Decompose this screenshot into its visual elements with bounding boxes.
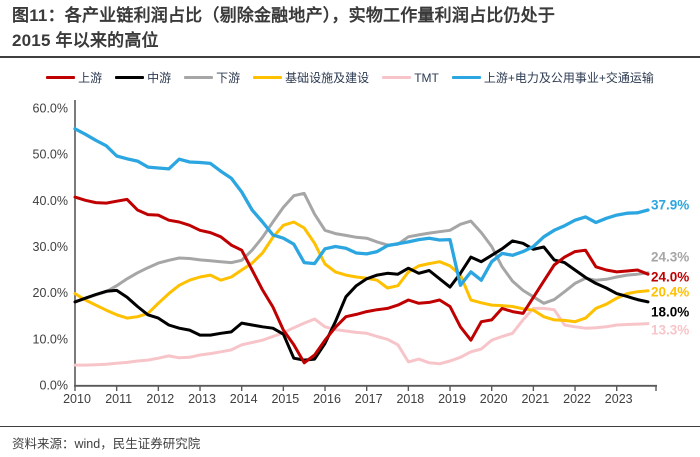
x-tick-label: 2022 xyxy=(563,392,591,406)
legend-label: 下游 xyxy=(216,71,241,85)
chart-title: 图11：各产业链利润占比（剔除金融地产），实物工作量利润占比仍处于 2015 年… xyxy=(12,3,692,53)
y-tick-label: 40.0% xyxy=(33,194,68,208)
y-tick-label: 60.0% xyxy=(33,101,68,115)
chart-legend: 上游 中游 下游 基础设施及建设 TMT 上游+电力及公用事业+交通运输 xyxy=(0,69,700,86)
legend-swatch-icon xyxy=(46,75,76,80)
legend-swatch-icon xyxy=(115,75,145,80)
y-tick-label: 50.0% xyxy=(33,148,68,162)
legend-item-2: 下游 xyxy=(184,69,240,86)
series-line-0 xyxy=(73,195,650,365)
x-tick-label: 2021 xyxy=(521,392,549,406)
x-tick-label: 2016 xyxy=(313,392,341,406)
y-tick-label: 20.0% xyxy=(33,286,68,300)
y-tick-label: 10.0% xyxy=(33,332,68,346)
series-end-label-5: 37.9% xyxy=(651,198,689,213)
series-line-1 xyxy=(73,239,650,362)
series-line-4 xyxy=(73,306,650,367)
x-tick-label: 2013 xyxy=(188,392,216,406)
legend-label: 中游 xyxy=(147,71,172,85)
legend-item-1: 中游 xyxy=(115,69,171,86)
title-divider xyxy=(0,56,700,58)
y-tick-label: 0.0% xyxy=(40,379,69,393)
series-end-label-4: 13.3% xyxy=(651,323,689,338)
legend-swatch-icon xyxy=(184,75,214,80)
legend-item-4: TMT xyxy=(382,71,439,85)
series-end-label-0: 24.0% xyxy=(651,270,689,285)
x-tick-label: 2017 xyxy=(355,392,383,406)
legend-label: 基础设施及建设 xyxy=(285,71,370,85)
legend-item-3: 基础设施及建设 xyxy=(253,69,369,86)
x-tick-label: 2012 xyxy=(146,392,174,406)
legend-swatch-icon xyxy=(382,75,412,80)
x-tick-label: 2018 xyxy=(396,392,424,406)
x-tick-label: 2010 xyxy=(63,392,91,406)
x-tick-label: 2015 xyxy=(271,392,299,406)
chart-title-line2: 2015 年以来的高位 xyxy=(12,31,159,50)
x-tick-label: 2020 xyxy=(480,392,508,406)
legend-swatch-icon xyxy=(253,75,283,80)
series-end-label-2: 24.3% xyxy=(651,250,689,265)
series-line-2 xyxy=(73,191,650,305)
line-chart: 0.0% 10.0% 20.0% 30.0% 40.0% 50.0% 60.0% 2010 20… xyxy=(0,90,700,420)
chart-title-line1: 图11：各产业链利润占比（剔除金融地产），实物工作量利润占比仍处于 xyxy=(12,6,556,25)
legend-item-0: 上游 xyxy=(46,69,102,86)
plot-area: 0.0% 10.0% 20.0% 30.0% 40.0% 50.0% 60.0% 2010 20… xyxy=(33,100,689,406)
x-tick-label: 2014 xyxy=(230,392,258,406)
source-note: 资料来源：wind，民生证券研究院 xyxy=(12,437,201,451)
source-divider xyxy=(0,426,700,427)
x-tick-label: 2023 xyxy=(605,392,633,406)
legend-swatch-icon xyxy=(451,75,481,80)
series-end-label-1: 18.0% xyxy=(651,305,689,320)
legend-label: TMT xyxy=(414,70,439,85)
x-tick-label: 2019 xyxy=(438,392,466,406)
legend-label: 上游+电力及公用事业+交通运输 xyxy=(483,71,654,85)
legend-label: 上游 xyxy=(78,71,103,85)
series-line-5 xyxy=(73,127,650,287)
series-end-label-3: 20.4% xyxy=(651,285,689,300)
x-tick-label: 2011 xyxy=(105,392,132,406)
legend-item-5: 上游+电力及公用事业+交通运输 xyxy=(451,69,654,86)
y-tick-label: 30.0% xyxy=(33,240,68,254)
series-line-3 xyxy=(73,220,650,324)
